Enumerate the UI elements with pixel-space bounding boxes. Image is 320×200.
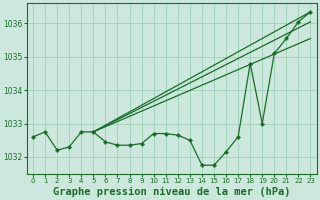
- X-axis label: Graphe pression niveau de la mer (hPa): Graphe pression niveau de la mer (hPa): [53, 186, 291, 197]
